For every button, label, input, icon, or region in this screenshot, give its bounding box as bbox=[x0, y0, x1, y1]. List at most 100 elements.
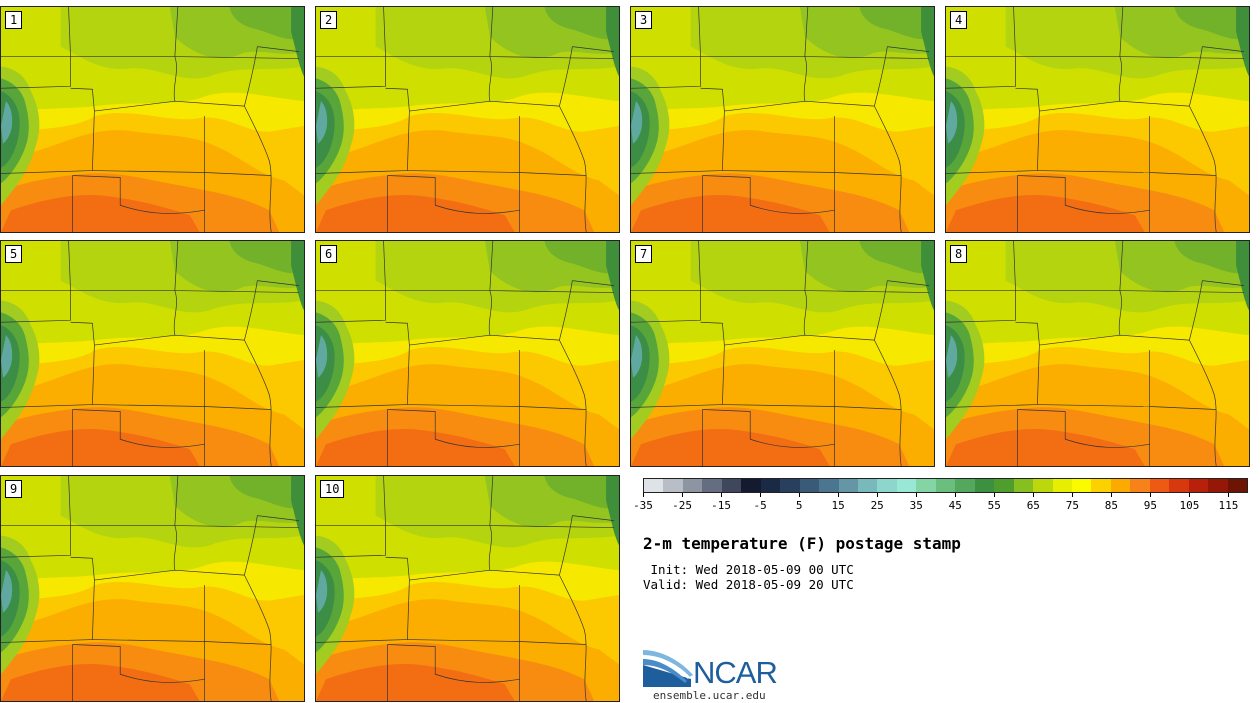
colorbar-tick bbox=[1033, 493, 1035, 497]
colorbar-segment bbox=[1149, 479, 1170, 492]
colorbar-tick-label: 95 bbox=[1143, 499, 1158, 512]
colorbar-segment bbox=[838, 479, 858, 492]
member-label: 1 bbox=[5, 11, 23, 29]
site-url: ensemble.ucar.edu bbox=[653, 689, 766, 702]
colorbar-segment bbox=[799, 479, 820, 492]
colorbar-segment bbox=[955, 479, 975, 492]
colorbar-segment bbox=[721, 479, 742, 492]
colorbar-tick-label: 105 bbox=[1179, 499, 1200, 512]
colorbar-segment bbox=[1169, 479, 1189, 492]
colorbar-segment bbox=[1013, 479, 1034, 492]
colorbar-tick-label: 25 bbox=[870, 499, 884, 512]
colorbar-segment bbox=[1091, 479, 1111, 492]
temperature-map bbox=[316, 476, 619, 701]
logo-text: NCAR bbox=[693, 655, 778, 690]
colorbar-tick bbox=[1111, 493, 1113, 497]
colorbar-tick-label: -35 bbox=[633, 499, 653, 512]
colorbar-tick-label: 115 bbox=[1218, 499, 1239, 512]
map-panel-9: 9 bbox=[0, 475, 305, 702]
member-label: 8 bbox=[950, 245, 968, 263]
map-panel-10: 10 bbox=[315, 475, 620, 702]
temperature-map bbox=[946, 241, 1249, 466]
colorbar-segment bbox=[663, 479, 683, 492]
colorbar-tick-label: -5 bbox=[753, 499, 767, 512]
colorbar-segment bbox=[760, 479, 781, 492]
map-panel-6: 6 bbox=[315, 240, 620, 467]
valid-time: Valid: Wed 2018-05-09 20 UTC bbox=[643, 577, 854, 592]
member-label: 5 bbox=[5, 245, 23, 263]
colorbar-segment bbox=[935, 479, 956, 492]
colorbar-segment bbox=[896, 479, 917, 492]
colorbar bbox=[643, 478, 1248, 493]
colorbar-segment bbox=[1052, 479, 1072, 492]
colorbar-segment bbox=[819, 479, 839, 492]
colorbar-tick-label: 55 bbox=[987, 499, 1001, 512]
colorbar-tick-label: 35 bbox=[909, 499, 923, 512]
colorbar-tick bbox=[877, 493, 879, 497]
map-panel-2: 2 bbox=[315, 6, 620, 233]
map-panel-4: 4 bbox=[945, 6, 1250, 233]
ncar-logo-icon bbox=[643, 650, 693, 687]
map-panel-5: 5 bbox=[0, 240, 305, 467]
map-panel-1: 1 bbox=[0, 6, 305, 233]
member-label: 4 bbox=[950, 11, 968, 29]
temperature-map bbox=[946, 7, 1249, 232]
colorbar-tick bbox=[682, 493, 684, 497]
colorbar-segment bbox=[644, 479, 664, 492]
colorbar-segment bbox=[1110, 479, 1131, 492]
temperature-map bbox=[631, 241, 934, 466]
colorbar-segment bbox=[1208, 479, 1228, 492]
colorbar-tick-label: 5 bbox=[795, 499, 803, 512]
plot-title: 2-m temperature (F) postage stamp bbox=[643, 534, 961, 553]
colorbar-tick-label: -15 bbox=[711, 499, 731, 512]
member-label: 10 bbox=[320, 480, 345, 498]
colorbar-segment bbox=[1188, 479, 1209, 492]
colorbar-segment bbox=[857, 479, 878, 492]
colorbar-segment bbox=[1033, 479, 1053, 492]
colorbar-tick bbox=[1189, 493, 1191, 497]
member-label: 6 bbox=[320, 245, 338, 263]
colorbar-segment bbox=[1130, 479, 1150, 492]
map-panel-8: 8 bbox=[945, 240, 1250, 467]
init-time: Init: Wed 2018-05-09 00 UTC bbox=[643, 562, 854, 577]
colorbar-segment bbox=[702, 479, 722, 492]
colorbar-segment bbox=[1227, 479, 1248, 492]
temperature-map bbox=[316, 241, 619, 466]
colorbar-tick-label: 45 bbox=[948, 499, 962, 512]
colorbar-tick-label: 85 bbox=[1104, 499, 1118, 512]
colorbar-tick bbox=[643, 493, 644, 497]
temperature-map bbox=[1, 476, 304, 701]
colorbar-tick bbox=[1150, 493, 1152, 497]
colorbar-tick bbox=[721, 493, 723, 497]
colorbar-segment bbox=[741, 479, 761, 492]
member-label: 2 bbox=[320, 11, 338, 29]
colorbar-tick-label: 15 bbox=[831, 499, 845, 512]
colorbar-tick bbox=[955, 493, 957, 497]
colorbar-segment bbox=[780, 479, 800, 492]
map-panel-7: 7 bbox=[630, 240, 935, 467]
colorbar-segment bbox=[994, 479, 1014, 492]
map-panel-3: 3 bbox=[630, 6, 935, 233]
member-label: 3 bbox=[635, 11, 653, 29]
colorbar-tick bbox=[838, 493, 840, 497]
colorbar-tick bbox=[1072, 493, 1074, 497]
temperature-map bbox=[1, 7, 304, 232]
colorbar-segment bbox=[1071, 479, 1092, 492]
temperature-map bbox=[631, 7, 934, 232]
colorbar-tick-label: 75 bbox=[1065, 499, 1079, 512]
colorbar-tick bbox=[799, 493, 801, 497]
colorbar-segment bbox=[682, 479, 703, 492]
colorbar-ticks: -35 -25 -15 -5 5 15 25 35 45 55 65 75 85 95 105 115 bbox=[633, 493, 1248, 515]
colorbar-segment bbox=[877, 479, 897, 492]
colorbar-tick bbox=[760, 493, 762, 497]
colorbar-segment bbox=[974, 479, 995, 492]
colorbar-tick-label: -25 bbox=[672, 499, 692, 512]
colorbar-tick bbox=[916, 493, 918, 497]
colorbar-tick bbox=[994, 493, 996, 497]
member-label: 7 bbox=[635, 245, 653, 263]
temperature-map bbox=[1, 241, 304, 466]
member-label: 9 bbox=[5, 480, 23, 498]
colorbar-tick bbox=[1228, 493, 1230, 497]
temperature-map bbox=[316, 7, 619, 232]
colorbar-segment bbox=[916, 479, 936, 492]
